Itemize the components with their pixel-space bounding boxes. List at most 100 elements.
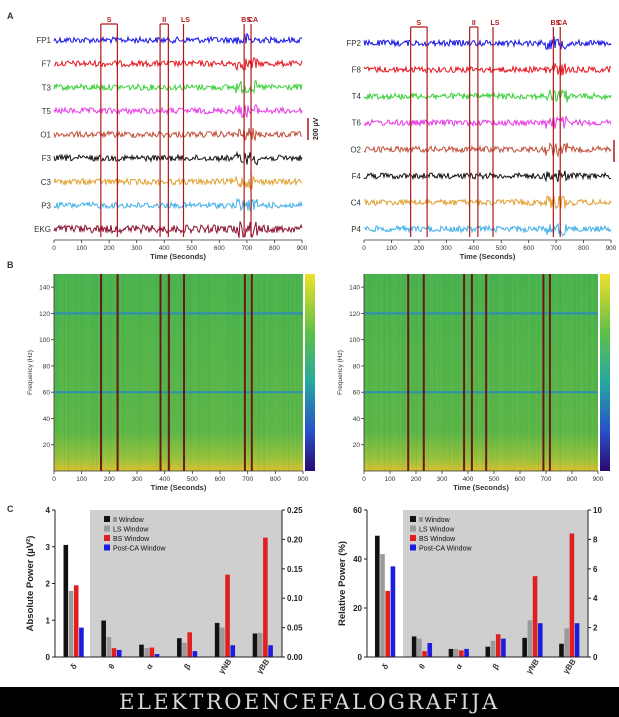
right-y-tick-label: 4: [593, 594, 598, 603]
x-axis-label: Time (Seconds): [151, 483, 207, 492]
texture-column: [484, 274, 485, 471]
trace-f8: [363, 63, 612, 76]
texture-column: [400, 274, 401, 471]
y-tick-label: 20: [43, 442, 51, 449]
texture-column: [80, 274, 81, 471]
bar-bs-window-4: [225, 574, 230, 657]
texture-column: [448, 274, 449, 471]
texture-column: [406, 274, 407, 471]
left-y-tick-label: 20: [353, 604, 362, 613]
texture-column: [148, 274, 149, 471]
channel-label-f8: F8: [352, 66, 362, 75]
right-y-tick-label: 0.05: [287, 624, 303, 633]
trace-p4: [363, 222, 612, 237]
x-tick-label: 300: [132, 476, 143, 483]
y-axis-label: Frequency (Hz): [337, 350, 344, 395]
texture-column: [116, 274, 117, 471]
texture-column: [86, 274, 87, 471]
texture-column: [396, 274, 397, 471]
texture-column: [574, 274, 575, 471]
texture-column: [378, 274, 379, 471]
texture-column: [480, 274, 481, 471]
bar-post-ca-window-3: [192, 651, 198, 657]
texture-column: [166, 274, 167, 471]
bar-ii-window-2: [139, 644, 144, 657]
texture-column: [298, 274, 299, 471]
texture-column: [266, 274, 267, 471]
x-tick-label: 600: [523, 245, 534, 252]
marker-label-ca: CA: [557, 20, 567, 27]
bar-post-ca-window-5: [574, 623, 580, 657]
x-axis-label: Time (Seconds): [150, 252, 206, 261]
y-tick-label: 60: [353, 390, 361, 397]
texture-column: [414, 274, 415, 471]
texture-column: [264, 274, 265, 471]
texture-column: [206, 274, 207, 471]
texture-column: [282, 274, 283, 471]
texture-column: [524, 274, 525, 471]
x-tick-label: 100: [76, 245, 87, 252]
texture-column: [126, 274, 127, 471]
legend-label: Post-CA Window: [419, 546, 472, 553]
texture-column: [114, 274, 115, 471]
texture-column: [410, 274, 411, 471]
texture-column: [364, 274, 365, 471]
texture-column: [134, 274, 135, 471]
texture-column: [586, 274, 587, 471]
texture-column: [82, 274, 83, 471]
texture-column: [76, 274, 77, 471]
channel-label-o2: O2: [350, 145, 361, 154]
texture-column: [230, 274, 231, 471]
texture-column: [494, 274, 495, 471]
panel-letter-a: A: [7, 11, 14, 21]
channel-label-o1: O1: [40, 131, 51, 140]
y-tick-label: 80: [353, 363, 361, 370]
bar-bs-window-3: [495, 634, 501, 657]
right-y-tick-label: 0: [593, 653, 598, 662]
texture-column: [440, 274, 441, 471]
bar-ls-window-0: [380, 554, 385, 657]
right-y-tick-label: 0.10: [287, 594, 303, 603]
x-tick-label: 500: [186, 245, 197, 252]
texture-column: [446, 274, 447, 471]
texture-column: [548, 274, 549, 471]
bar-bs-window-2: [459, 650, 464, 657]
bar-ls-window-2: [453, 648, 459, 657]
texture-column: [136, 274, 137, 471]
trace-o2: [363, 142, 612, 158]
bar-ii-window-1: [411, 636, 417, 657]
texture-column: [370, 274, 371, 471]
x-tick-label: 200: [104, 245, 115, 252]
texture-column: [112, 274, 113, 471]
bar-post-ca-window-3: [501, 638, 506, 657]
panel-letter-c: C: [7, 504, 14, 514]
texture-column: [290, 274, 291, 471]
x-tick-label: 800: [567, 476, 578, 483]
texture-column: [366, 274, 367, 471]
legend-label: LS Window: [113, 527, 149, 534]
texture-column: [388, 274, 389, 471]
right-y-tick-label: 6: [593, 565, 598, 574]
trace-o1: [53, 127, 303, 142]
texture-column: [580, 274, 581, 471]
legend-swatch: [410, 525, 416, 532]
x-tick-label: 200: [411, 476, 422, 483]
legend-swatch: [104, 525, 110, 532]
texture-column: [394, 274, 395, 471]
x-tick-label: 400: [159, 476, 170, 483]
y-tick-label: 140: [349, 285, 360, 292]
texture-column: [478, 274, 479, 471]
bar-ls-window-2: [144, 648, 149, 657]
marker-label-bs: BS: [550, 20, 560, 27]
channel-label-p4: P4: [351, 225, 361, 234]
texture-column: [578, 274, 579, 471]
left-y-tick-label: 1: [46, 616, 51, 625]
left-y-tick-label: 60: [353, 506, 362, 515]
texture-column: [192, 274, 193, 471]
texture-column: [98, 274, 99, 471]
right-y-tick-label: 8: [593, 535, 598, 544]
texture-column: [182, 274, 183, 471]
marker-label-s: S: [417, 20, 422, 27]
texture-column: [154, 274, 155, 471]
